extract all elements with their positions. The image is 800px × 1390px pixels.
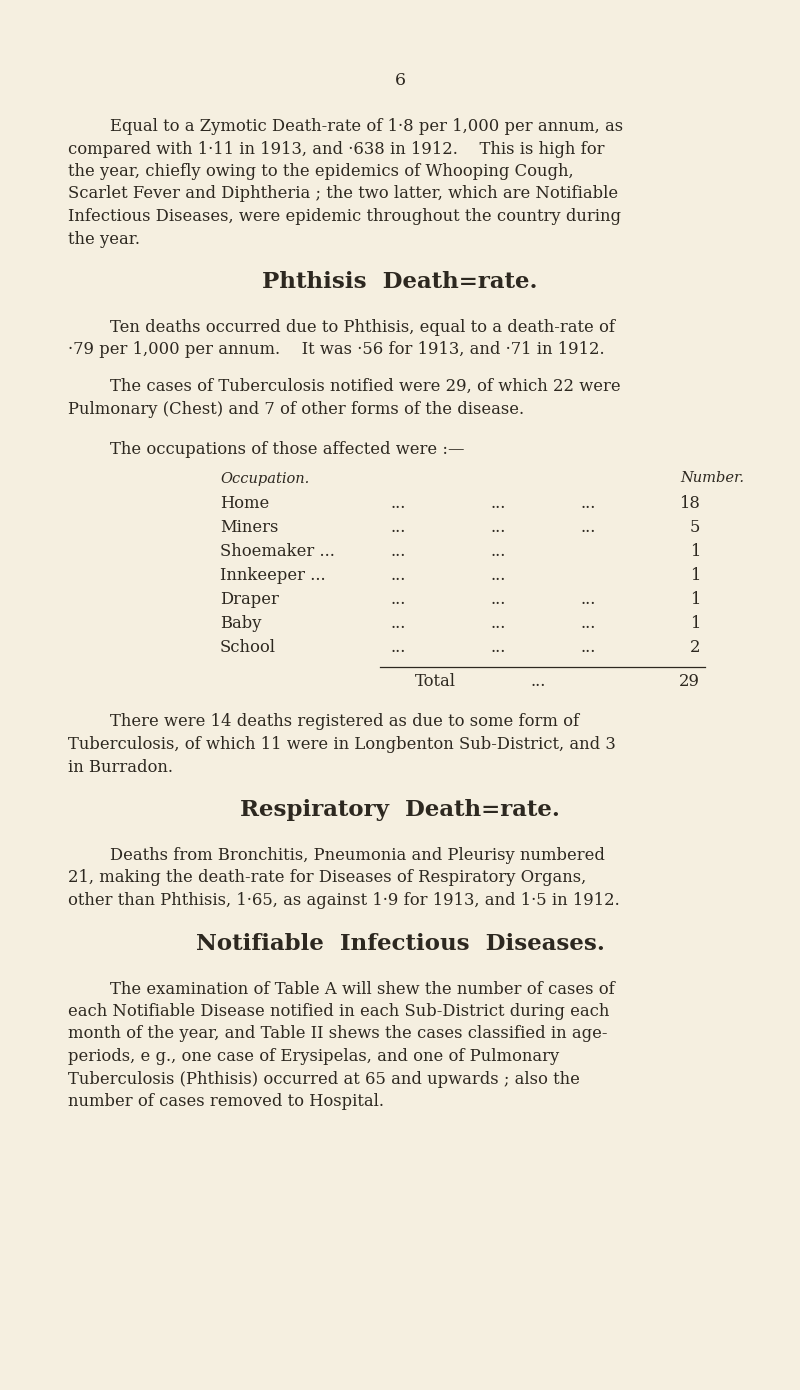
Text: ...: ... — [580, 592, 595, 609]
Text: ...: ... — [580, 639, 595, 656]
Text: ...: ... — [390, 520, 406, 537]
Text: 6: 6 — [394, 72, 406, 89]
Text: The occupations of those affected were :—: The occupations of those affected were :… — [110, 441, 465, 457]
Text: ·79 per 1,000 per annum.  It was ·56 for 1913, and ·71 in 1912.: ·79 per 1,000 per annum. It was ·56 for … — [68, 342, 605, 359]
Text: ...: ... — [490, 616, 506, 632]
Text: 2: 2 — [690, 639, 700, 656]
Text: Phthisis  Death=rate.: Phthisis Death=rate. — [262, 271, 538, 293]
Text: Tuberculosis, of which 11 were in Longbenton Sub-District, and 3: Tuberculosis, of which 11 were in Longbe… — [68, 735, 616, 753]
Text: The examination of Table A will shew the number of cases of: The examination of Table A will shew the… — [110, 980, 614, 998]
Text: Innkeeper ...: Innkeeper ... — [220, 567, 326, 585]
Text: Pulmonary (Chest) and 7 of other forms of the disease.: Pulmonary (Chest) and 7 of other forms o… — [68, 400, 524, 417]
Text: 29: 29 — [679, 674, 700, 691]
Text: ...: ... — [390, 592, 406, 609]
Text: Draper: Draper — [220, 592, 279, 609]
Text: ...: ... — [490, 495, 506, 513]
Text: Deaths from Bronchitis, Pneumonia and Pleurisy numbered: Deaths from Bronchitis, Pneumonia and Pl… — [110, 847, 605, 865]
Text: Notifiable  Infectious  Diseases.: Notifiable Infectious Diseases. — [195, 933, 605, 955]
Text: Number.: Number. — [680, 471, 744, 485]
Text: ...: ... — [390, 543, 406, 560]
Text: compared with 1·11 in 1913, and ·638 in 1912.  This is high for: compared with 1·11 in 1913, and ·638 in … — [68, 140, 605, 157]
Text: month of the year, and Table II shews the cases classified in age-: month of the year, and Table II shews th… — [68, 1026, 607, 1042]
Text: School: School — [220, 639, 276, 656]
Text: 18: 18 — [679, 495, 700, 513]
Text: ...: ... — [390, 567, 406, 585]
Text: ...: ... — [490, 543, 506, 560]
Text: ...: ... — [530, 674, 546, 691]
Text: The cases of Tuberculosis notified were 29, of which 22 were: The cases of Tuberculosis notified were … — [110, 378, 621, 395]
Text: 1: 1 — [690, 543, 700, 560]
Text: Infectious Diseases, were epidemic throughout the country during: Infectious Diseases, were epidemic throu… — [68, 208, 621, 225]
Text: ...: ... — [580, 495, 595, 513]
Text: 1: 1 — [690, 592, 700, 609]
Text: in Burradon.: in Burradon. — [68, 759, 173, 776]
Text: ...: ... — [390, 495, 406, 513]
Text: ...: ... — [490, 639, 506, 656]
Text: Tuberculosis (Phthisis) occurred at 65 and upwards ; also the: Tuberculosis (Phthisis) occurred at 65 a… — [68, 1070, 580, 1087]
Text: Baby: Baby — [220, 616, 262, 632]
Text: ...: ... — [490, 520, 506, 537]
Text: ...: ... — [390, 616, 406, 632]
Text: 1: 1 — [690, 616, 700, 632]
Text: Scarlet Fever and Diphtheria ; the two latter, which are Notifiable: Scarlet Fever and Diphtheria ; the two l… — [68, 185, 618, 203]
Text: Ten deaths occurred due to Phthisis, equal to a death-rate of: Ten deaths occurred due to Phthisis, equ… — [110, 318, 615, 336]
Text: 5: 5 — [690, 520, 700, 537]
Text: ...: ... — [490, 567, 506, 585]
Text: ...: ... — [490, 592, 506, 609]
Text: periods, e g., one case of Erysipelas, and one of Pulmonary: periods, e g., one case of Erysipelas, a… — [68, 1048, 559, 1065]
Text: There were 14 deaths registered as due to some form of: There were 14 deaths registered as due t… — [110, 713, 579, 731]
Text: the year.: the year. — [68, 231, 140, 247]
Text: number of cases removed to Hospital.: number of cases removed to Hospital. — [68, 1093, 384, 1111]
Text: Shoemaker ...: Shoemaker ... — [220, 543, 335, 560]
Text: ...: ... — [580, 616, 595, 632]
Text: ...: ... — [580, 520, 595, 537]
Text: ...: ... — [390, 639, 406, 656]
Text: Occupation.: Occupation. — [220, 471, 310, 485]
Text: 1: 1 — [690, 567, 700, 585]
Text: 21, making the death-rate for Diseases of Respiratory Organs,: 21, making the death-rate for Diseases o… — [68, 870, 586, 887]
Text: Respiratory  Death=rate.: Respiratory Death=rate. — [240, 799, 560, 821]
Text: other than Phthisis, 1·65, as against 1·9 for 1913, and 1·5 in 1912.: other than Phthisis, 1·65, as against 1·… — [68, 892, 620, 909]
Text: Miners: Miners — [220, 520, 278, 537]
Text: Total: Total — [415, 674, 456, 691]
Text: each Notifiable Disease notified in each Sub-District during each: each Notifiable Disease notified in each… — [68, 1004, 610, 1020]
Text: Home: Home — [220, 495, 270, 513]
Text: Equal to a Zymotic Death-rate of 1·8 per 1,000 per annum, as: Equal to a Zymotic Death-rate of 1·8 per… — [110, 118, 623, 135]
Text: the year, chiefly owing to the epidemics of Whooping Cough,: the year, chiefly owing to the epidemics… — [68, 163, 574, 179]
